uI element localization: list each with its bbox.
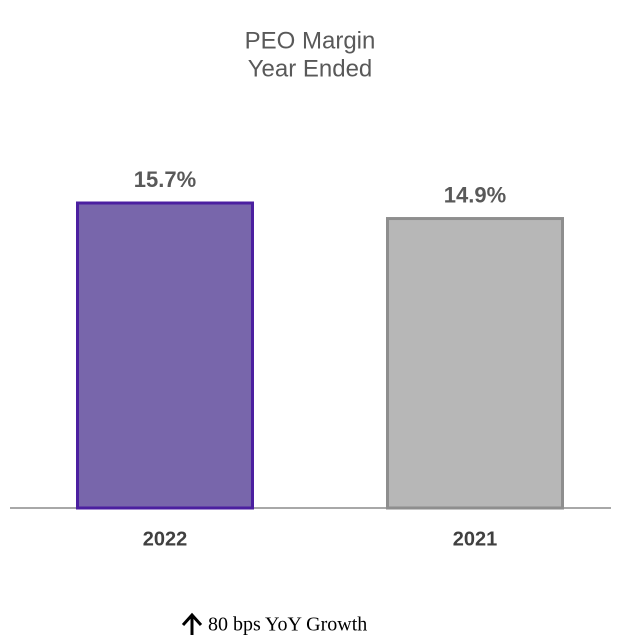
value-label: 14.9%	[444, 182, 506, 207]
chart-subtitle: Year Ended	[248, 55, 373, 82]
up-arrow	[181, 612, 203, 635]
value-label: 15.7%	[134, 167, 196, 192]
x-tick-label: 2022	[143, 528, 188, 550]
x-tick-label: 2021	[453, 528, 498, 550]
chart-title: PEO Margin	[245, 27, 376, 54]
bar	[76, 201, 254, 510]
annotation: 80 bps YoY Growth	[208, 614, 367, 636]
bar	[386, 217, 564, 510]
